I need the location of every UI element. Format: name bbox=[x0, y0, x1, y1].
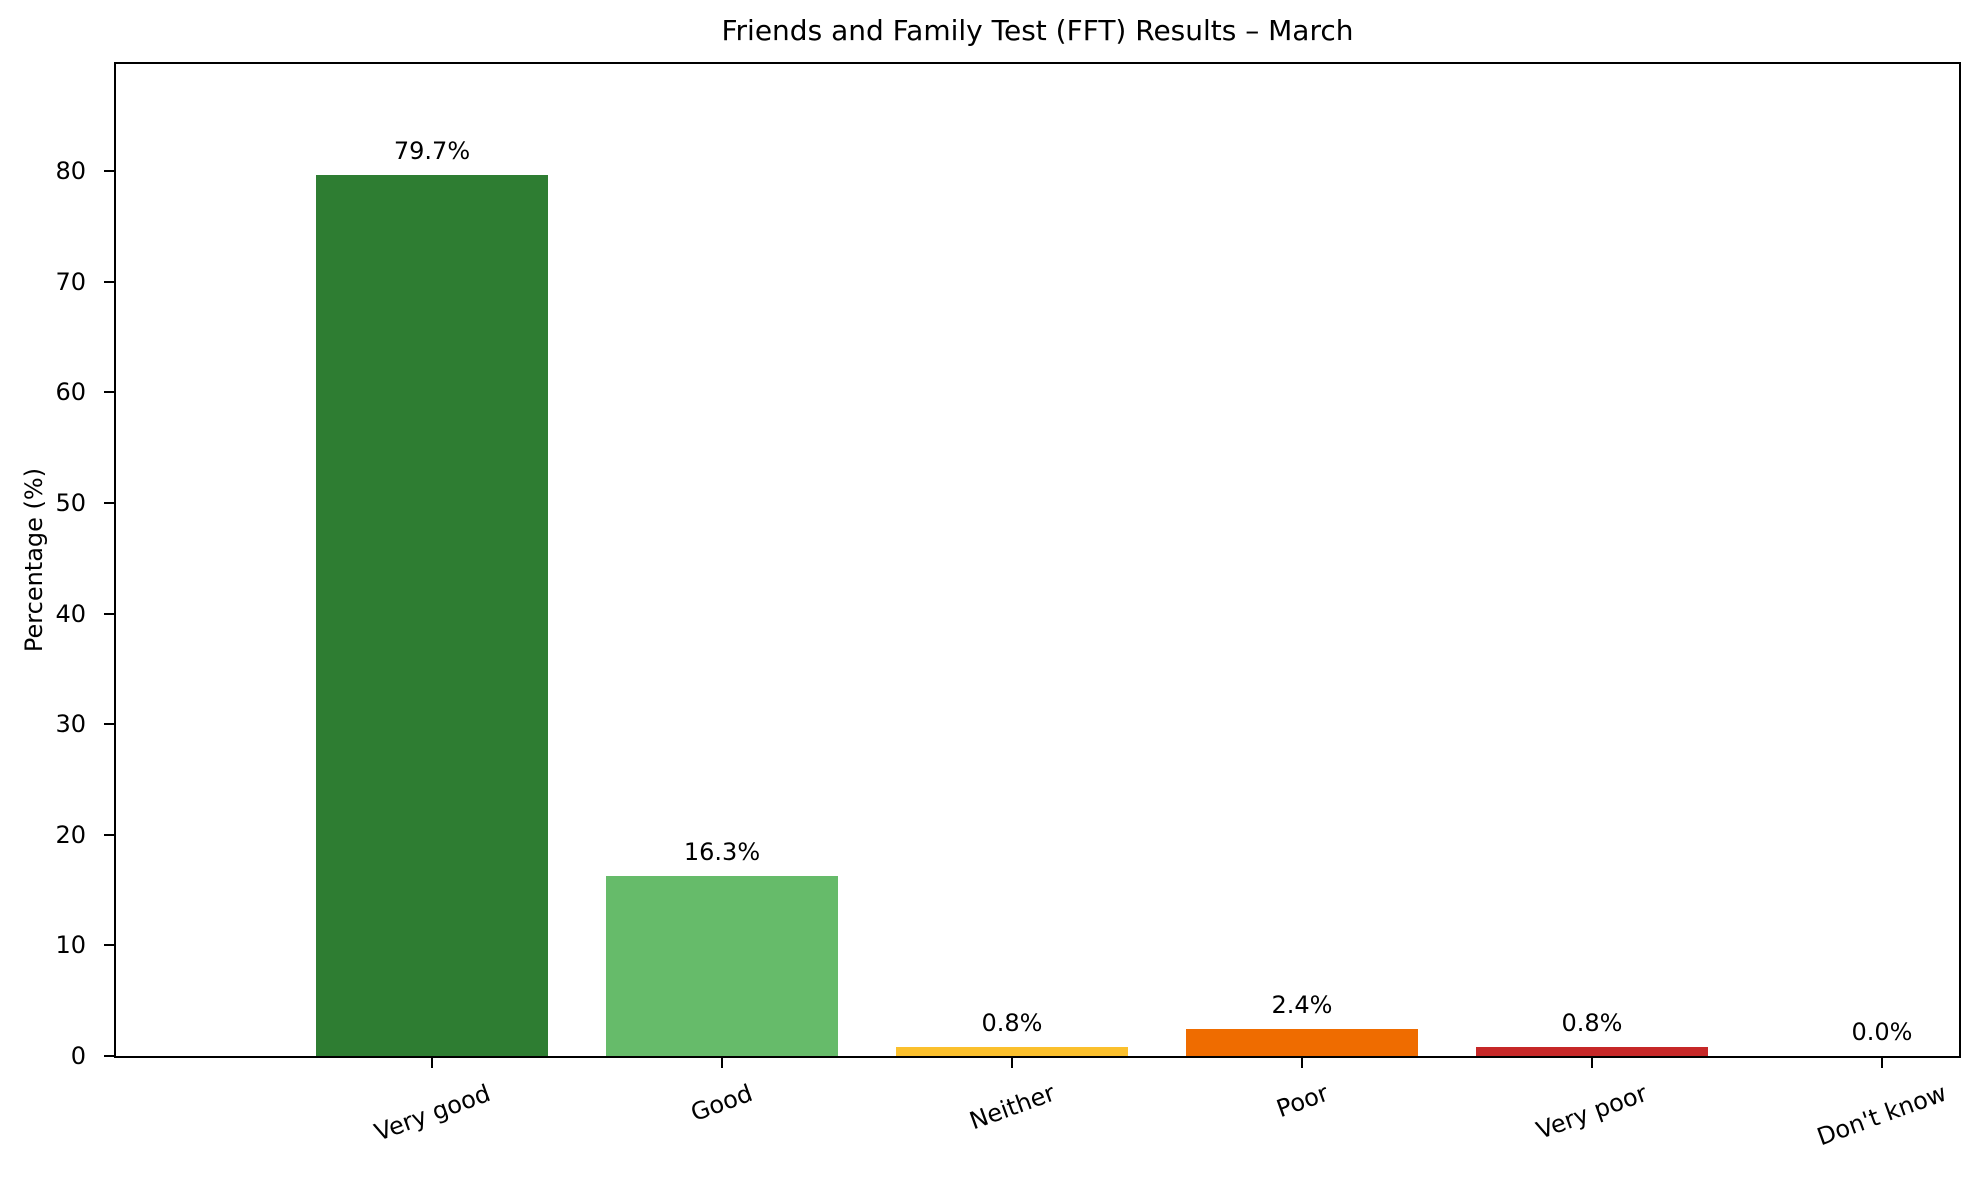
y-tick: 80 bbox=[55, 157, 114, 185]
y-tick-label: 40 bbox=[55, 599, 86, 628]
bar-poor bbox=[1186, 1029, 1418, 1056]
plot-area: 0 10 20 30 40 50 60 70 80 79.7% 16.3% 0.8% 2.4% 0.8% 0… bbox=[55, 62, 1961, 1070]
y-tick-label: 80 bbox=[55, 157, 86, 186]
x-tick bbox=[431, 1058, 433, 1068]
bar-value-label: 16.3% bbox=[683, 837, 761, 866]
x-tick-label: Poor bbox=[1272, 1078, 1332, 1124]
x-tick bbox=[1881, 1058, 1883, 1068]
bar-value-label: 79.7% bbox=[393, 136, 471, 165]
y-tick: 0 bbox=[71, 1042, 114, 1070]
bar-value-label: 0.8% bbox=[1561, 1009, 1623, 1038]
y-tick: 30 bbox=[55, 710, 114, 738]
x-tick-label: Very poor bbox=[1532, 1078, 1652, 1145]
x-tick-label: Don't know bbox=[1813, 1078, 1951, 1152]
y-tick: 40 bbox=[55, 600, 114, 628]
chart-title: Friends and Family Test (FFT) Results – … bbox=[721, 14, 1354, 47]
bar-value-label: 0.8% bbox=[981, 1009, 1043, 1038]
x-tick-label: Good bbox=[687, 1078, 757, 1127]
y-tick-label: 20 bbox=[55, 820, 86, 849]
y-tick: 20 bbox=[55, 821, 114, 849]
y-tick-label: 0 bbox=[70, 1042, 86, 1070]
bar-value-label: 0.0% bbox=[1851, 1018, 1913, 1046]
bar-very-poor bbox=[1476, 1047, 1708, 1056]
y-tick-label: 60 bbox=[55, 378, 86, 407]
y-tick: 60 bbox=[55, 378, 114, 406]
bar-very-good bbox=[316, 174, 548, 1056]
y-tick: 50 bbox=[55, 489, 114, 517]
x-tick bbox=[721, 1058, 723, 1068]
x-tick-label: Neither bbox=[965, 1078, 1059, 1136]
bar-neither bbox=[896, 1047, 1128, 1056]
y-tick: 10 bbox=[55, 931, 114, 959]
bar-value-label: 2.4% bbox=[1271, 991, 1333, 1020]
y-tick-label: 70 bbox=[55, 267, 86, 296]
x-tick bbox=[1011, 1058, 1013, 1068]
x-tick bbox=[1301, 1058, 1303, 1068]
y-axis-label: Percentage (%) bbox=[20, 467, 48, 653]
y-tick-label: 30 bbox=[55, 710, 86, 739]
y-tick-label: 50 bbox=[55, 489, 86, 518]
y-tick-label: 10 bbox=[55, 931, 86, 960]
bar-good bbox=[606, 875, 838, 1056]
x-tick bbox=[1591, 1058, 1593, 1068]
y-tick: 70 bbox=[55, 268, 114, 296]
x-tick-label: Very good bbox=[370, 1078, 494, 1147]
